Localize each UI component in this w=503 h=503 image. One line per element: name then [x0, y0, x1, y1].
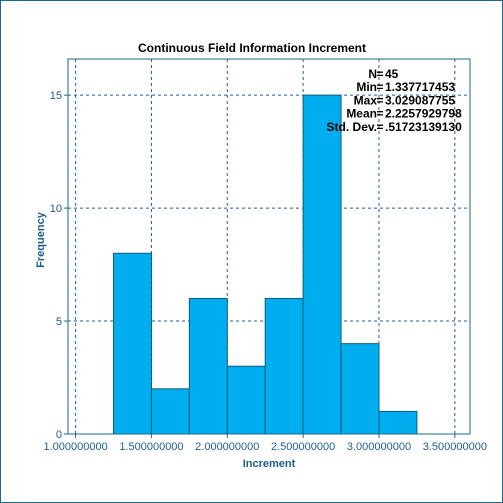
stat-equals: = — [376, 107, 383, 121]
y-tick-label: 15 — [50, 90, 62, 102]
y-tick-label: 10 — [50, 203, 62, 215]
histogram-bar — [150, 388, 190, 435]
x-axis-label: Increment — [243, 458, 296, 470]
histogram-bar — [302, 94, 342, 435]
x-tick-label: 1.500000000 — [119, 441, 183, 453]
y-tick-label: 0 — [56, 429, 62, 441]
histogram-bars — [113, 94, 418, 435]
histogram-bar — [340, 343, 380, 435]
stat-equals: = — [376, 93, 383, 107]
histogram-bar — [188, 297, 228, 435]
x-tick-label: 1.000000000 — [43, 441, 107, 453]
stat-value: 45 — [385, 67, 399, 81]
histogram-bar — [378, 410, 418, 435]
y-axis-ticks: 0 5 10 15 — [50, 90, 68, 441]
stat-label: Std. Dev. — [327, 120, 377, 134]
stat-label: N — [368, 67, 377, 81]
stat-label: Min — [356, 80, 377, 94]
x-tick-label: 3.000000000 — [347, 441, 411, 453]
y-axis-label: Frequency — [35, 211, 47, 268]
x-axis-ticks: 1.000000000 1.500000000 2.000000000 2.50000… — [43, 434, 487, 453]
stat-equals: = — [376, 67, 383, 81]
stat-label: Max — [354, 93, 378, 107]
stat-value: 2.2257929798 — [385, 107, 462, 121]
x-tick-label: 2.000000000 — [195, 441, 259, 453]
histogram-bar — [264, 297, 304, 435]
y-tick-label: 5 — [56, 316, 62, 328]
stat-value: 1.337717453 — [385, 80, 455, 94]
stat-equals: = — [376, 120, 383, 134]
plot-area — [67, 58, 471, 435]
x-tick-label: 3.500000000 — [423, 441, 487, 453]
x-tick-label: 2.500000000 — [271, 441, 335, 453]
chart-title: Continuous Field Information Increment — [138, 41, 366, 55]
stat-value: 3.029087755 — [385, 93, 455, 107]
histogram-bar — [113, 252, 152, 435]
stat-equals: = — [376, 80, 383, 94]
stat-value: .51723139130 — [385, 120, 462, 134]
histogram-bar — [226, 365, 266, 435]
stat-label: Mean — [346, 107, 377, 121]
